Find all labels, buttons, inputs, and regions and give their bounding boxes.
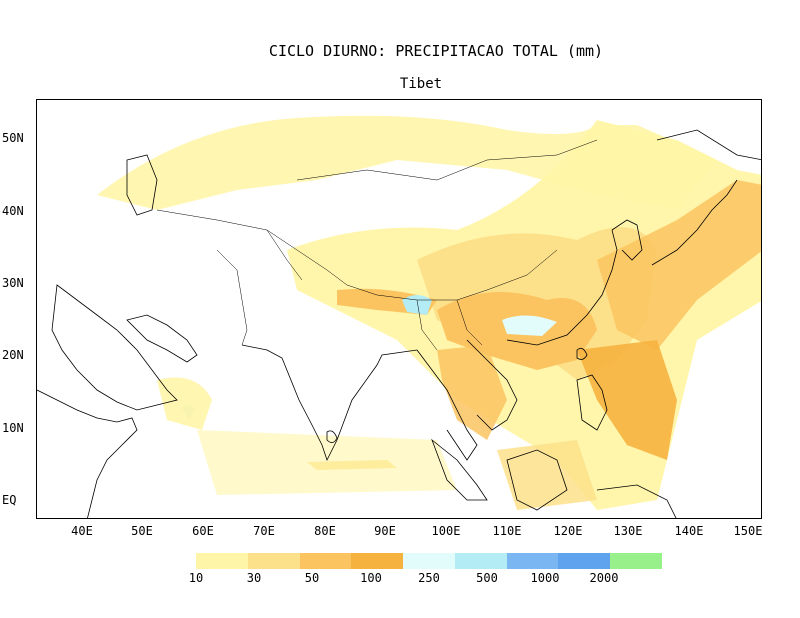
lon-label-100e: 100E — [431, 524, 461, 538]
lat-label-40n: 40N — [2, 204, 24, 218]
colorbar-swatch-6 — [506, 553, 559, 569]
coastline-arabian-peninsula — [51, 284, 178, 411]
chart-title: CICLO DIURNO: PRECIPITACAO TOTAL (mm) — [268, 42, 604, 60]
precip-region-philippine-sea — [577, 340, 677, 460]
colorbar-swatch-2 — [299, 553, 352, 569]
colorbar-label-250: 250 — [418, 571, 440, 585]
precip-region-north-band — [97, 115, 717, 210]
lon-label-60e: 60E — [192, 524, 214, 538]
precip-region-indochina — [437, 345, 507, 440]
coastline-japan — [651, 179, 738, 266]
coastline-caspian-sea — [126, 154, 158, 216]
lon-label-70e: 70E — [253, 524, 275, 538]
precip-region-indian-ocean — [197, 430, 457, 495]
colorbar-swatch-0 — [196, 553, 248, 569]
coastline-east-africa-arabia — [37, 389, 138, 518]
border-iran-afghanistan — [216, 249, 248, 346]
coastline-borneo — [506, 449, 568, 511]
precipitation-map — [37, 115, 761, 518]
lon-label-40e: 40E — [71, 524, 93, 538]
lat-label-50n: 50N — [2, 131, 24, 145]
lat-label-30n: 30N — [2, 276, 24, 290]
map-plot-area — [36, 99, 762, 519]
colorbar-swatch-8 — [610, 553, 663, 569]
colorbar-label-30: 30 — [246, 571, 262, 585]
colorbar-label-1000: 1000 — [530, 571, 560, 585]
coastline-taiwan — [576, 347, 588, 360]
lat-label-eq: EQ — [2, 493, 17, 507]
colorbar-label-10: 10 — [188, 571, 204, 585]
lon-label-120e: 120E — [553, 524, 583, 538]
coastline-sri-lanka — [326, 430, 338, 443]
colorbar-swatch-4 — [403, 553, 455, 569]
lon-label-110e: 110E — [492, 524, 522, 538]
precip-region-japan-pacific — [597, 180, 761, 350]
colorbar-swatch-3 — [351, 553, 404, 569]
coastline-india — [241, 344, 418, 462]
lon-label-90e: 90E — [374, 524, 396, 538]
border-india-myanmar — [416, 299, 438, 351]
precip-region-arabian-sea — [157, 377, 212, 430]
lat-label-10n: 10N — [2, 421, 24, 435]
lon-label-80e: 80E — [314, 524, 336, 538]
lon-label-140e: 140E — [674, 524, 704, 538]
colorbar-label-50: 50 — [304, 571, 320, 585]
colorbar-label-2000: 2000 — [589, 571, 619, 585]
lon-label-150e: 150E — [733, 524, 763, 538]
coastline-philippines — [576, 374, 608, 431]
chart-subtitle: Tibet — [399, 76, 443, 92]
colorbar-label-100: 100 — [360, 571, 382, 585]
lat-label-20n: 20N — [2, 348, 24, 362]
lon-label-130e: 130E — [613, 524, 643, 538]
colorbar-label-500: 500 — [476, 571, 498, 585]
colorbar-swatch-1 — [247, 553, 300, 569]
coastline-south-china — [506, 229, 618, 346]
coastline-indochina — [466, 339, 518, 431]
precipitation-fields — [97, 115, 761, 510]
coastline-southeast-asia — [416, 349, 478, 461]
colorbar — [196, 553, 663, 569]
colorbar-swatch-5 — [454, 553, 507, 569]
coastlines — [37, 129, 761, 518]
coastline-sumatra — [431, 438, 488, 501]
colorbar-swatch-7 — [558, 553, 611, 569]
national-borders — [156, 139, 598, 351]
border-china-indochina — [456, 299, 483, 346]
precip-region-high-south-china — [502, 315, 557, 336]
coastline-sea-of-okhotsk — [656, 129, 761, 161]
precip-region-maritime-continent — [497, 440, 597, 510]
border-afghanistan-pakistan — [266, 229, 303, 281]
border-central-asia — [156, 209, 558, 301]
coastline-new-guinea — [596, 484, 677, 518]
coastline-korea — [611, 219, 643, 261]
border-russia-china — [296, 139, 598, 181]
coastline-persian-gulf — [126, 314, 198, 363]
lon-label-50e: 50E — [131, 524, 153, 538]
